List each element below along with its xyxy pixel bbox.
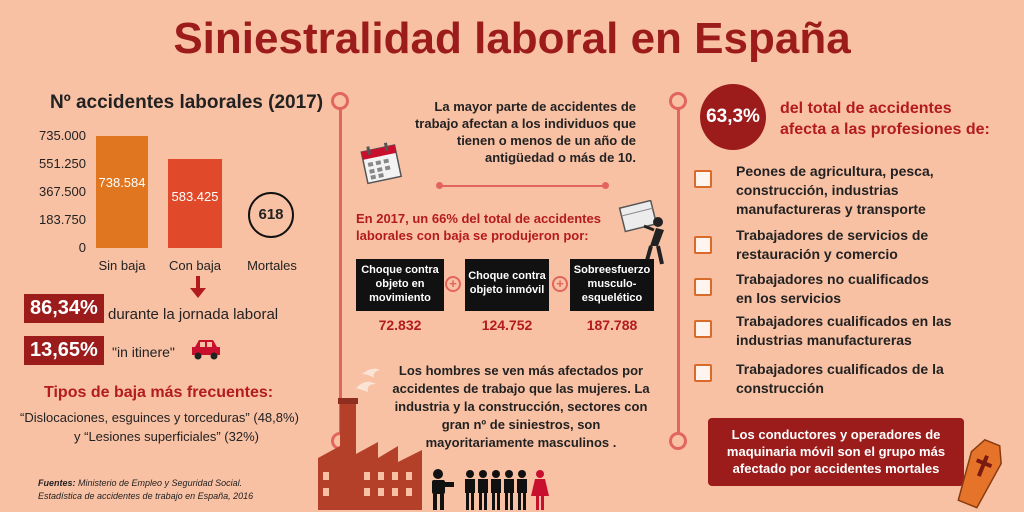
cause-label-2: Choque contra objeto inmóvil (468, 270, 546, 296)
sources: Fuentes: Ministerio de Empleo y Segurida… (38, 477, 253, 503)
arrow-down-icon (190, 276, 206, 303)
timeline-right-bottom-dot (669, 432, 687, 450)
car-icon (190, 338, 222, 365)
timeline-right-top-dot (669, 92, 687, 110)
profession-item-3: Trabajadores no cualificados en los serv… (736, 271, 929, 306)
profession-item-1: Peones de agricultura, pesca, construcci… (736, 163, 934, 217)
gender-text: Los hombres se ven más afectados por acc… (392, 363, 650, 450)
profession-checkbox-1 (694, 170, 712, 188)
x-tick-label: Con baja (168, 258, 222, 273)
middle-divider (440, 185, 605, 187)
cause-box-2: Choque contra objeto inmóvil (465, 259, 549, 311)
big-pct-circle: 63,3% (700, 84, 766, 150)
y-tick-label: 367.500 (39, 184, 86, 199)
pct-itinere-badge: 13,65% (24, 336, 104, 365)
cause-value-1: 72.832 (378, 317, 422, 333)
timeline-left-top-dot (331, 92, 349, 110)
profession-item-4: Trabajadores cualificados en las industr… (736, 313, 952, 348)
sources-text1: Ministerio de Empleo y Seguridad Social. (75, 478, 243, 488)
profession-item-5: Trabajadores cualificados de la construc… (736, 361, 944, 396)
bar-value-label: 583.425 (171, 188, 219, 204)
antiguedad-text: La mayor parte de accidentes de trabajo … (414, 99, 636, 165)
pct-itinere-label: "in itinere" (112, 344, 175, 360)
cause-box-1: Choque contra objeto en movimiento (356, 259, 444, 311)
tipos-line2: y “Lesiones superficiales” (32%) (74, 429, 259, 444)
cause-label-3: Sobreesfuerzo musculo-esquelético (573, 264, 651, 304)
y-tick-label: 551.250 (39, 156, 86, 171)
chart-title: Nº accidentes laborales (2017) (50, 92, 324, 113)
bar-value-label: 738.584 (98, 174, 146, 190)
y-tick-label: 735.000 (39, 128, 86, 143)
cause-label-1: Choque contra objeto en movimiento (361, 264, 439, 304)
bar-con-baja: 583.425 (168, 159, 222, 248)
big-pct-text: del total de accidentes afecta a las pro… (780, 100, 990, 138)
pct-jornada-badge: 86,34% (24, 294, 104, 323)
plus-icon-2: + (552, 276, 568, 292)
men-and-woman-icon (428, 468, 552, 512)
timeline-left (339, 100, 342, 440)
bar-chart: 735.000 551.250 367.500 183.750 0 738.584 Sin … (0, 120, 320, 280)
divider-dot-left (436, 182, 443, 189)
sources-label: Fuentes: (38, 478, 76, 488)
mortales-box-text: Los conductores y operadores de maquinar… (726, 427, 946, 476)
calendar-icon (360, 140, 404, 191)
profession-checkbox-3 (694, 278, 712, 296)
tipos-line1: “Dislocaciones, esguinces y torceduras” … (20, 410, 299, 425)
page-title: Siniestralidad laboral en España (173, 14, 851, 63)
tipos-title: Tipos de baja más frecuentes: (44, 384, 274, 401)
pct-jornada-label: durante la jornada laboral (108, 306, 279, 323)
y-tick-label: 0 (78, 240, 86, 255)
causes-title: En 2017, un 66% del total de accidentes … (356, 211, 601, 243)
mortales-box: Los conductores y operadores de maquinar… (708, 418, 964, 486)
x-tick-label: Mortales (247, 258, 297, 273)
cause-box-3: Sobreesfuerzo musculo-esquelético (570, 259, 654, 311)
timeline-right (677, 100, 680, 440)
x-tick-label: Sin baja (98, 258, 146, 273)
bar-sin-baja: 738.584 (96, 136, 148, 248)
profession-checkbox-2 (694, 236, 712, 254)
y-tick-label: 183.750 (39, 212, 86, 227)
sources-text2: Estadística de accidentes de trabajo en … (38, 491, 254, 501)
profession-item-2: Trabajadores de servicios de restauració… (736, 227, 929, 262)
divider-dot-right (602, 182, 609, 189)
plus-icon-1: + (445, 276, 461, 292)
mortales-value-circle: 618 (248, 192, 294, 238)
profession-checkbox-5 (694, 364, 712, 382)
factory-icon (318, 362, 422, 512)
profession-checkbox-4 (694, 320, 712, 338)
coffin-icon (950, 436, 1008, 512)
cause-value-2: 124.752 (481, 317, 533, 333)
cause-value-3: 187.788 (586, 317, 638, 333)
